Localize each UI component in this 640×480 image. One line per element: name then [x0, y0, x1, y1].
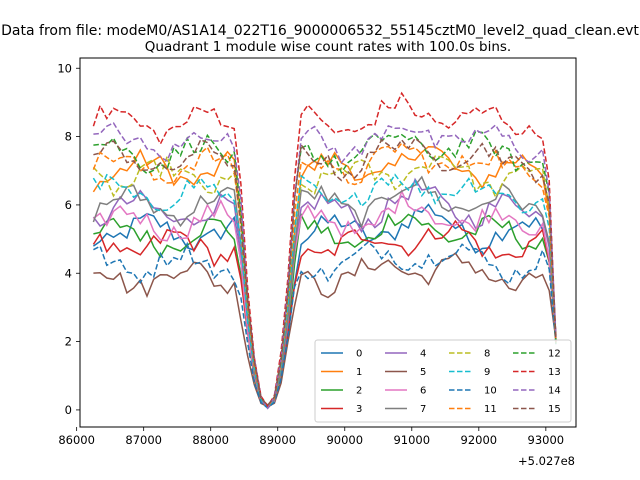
plot-frame	[79, 57, 577, 428]
x-tick-label: 88000	[192, 433, 229, 447]
x-tick-label: 86000	[58, 433, 95, 447]
chart-title: Quadrant 1 module wise count rates with …	[145, 39, 511, 55]
x-axis: 86000 87000 88000 89000 90000 91000 92000 93000	[58, 427, 564, 447]
legend-label: 4	[420, 349, 426, 360]
series-line	[92, 173, 557, 410]
legend-label: 11	[484, 404, 497, 415]
series-line	[93, 122, 557, 410]
x-tick-label: 91000	[393, 433, 430, 447]
series-line	[92, 219, 557, 409]
y-tick-label: 4	[65, 266, 72, 280]
x-tick-label: 93000	[528, 433, 565, 447]
y-tick-label: 0	[65, 403, 72, 417]
legend-label: 14	[548, 386, 561, 397]
legend-label: 1	[356, 367, 362, 378]
series-line	[92, 141, 557, 408]
legend-label: 10	[484, 386, 497, 397]
y-tick-label: 6	[65, 198, 72, 212]
x-tick-label: 90000	[326, 433, 363, 447]
legend-label: 7	[420, 404, 426, 415]
x-tick-label: 92000	[461, 433, 498, 447]
legend-label: 15	[548, 404, 561, 415]
series-line	[92, 91, 557, 408]
legend-label: 2	[356, 386, 362, 397]
x-offset-label: +5.027e8	[518, 454, 575, 468]
x-tick-label: 89000	[259, 433, 296, 447]
legend-label: 8	[484, 349, 490, 360]
legend-box	[314, 339, 572, 423]
legend-label: 5	[420, 367, 426, 378]
legend-label: 3	[356, 404, 362, 415]
y-tick-label: 2	[65, 335, 72, 349]
series-layer	[92, 91, 557, 410]
legend-label: 12	[548, 349, 561, 360]
chart-suptitle: Data from file: modeM0/AS1A14_022T16_900…	[1, 23, 639, 39]
series-line	[93, 241, 557, 410]
series-line	[92, 189, 557, 407]
y-axis: 0 2 4 6 8 10	[57, 61, 80, 417]
legend-label: 0	[356, 349, 362, 360]
x-tick-label: 87000	[125, 433, 162, 447]
series-line	[93, 252, 557, 408]
y-tick-label: 8	[65, 130, 72, 144]
series-line	[92, 154, 557, 408]
series-line	[93, 137, 557, 407]
legend-label: 9	[484, 367, 490, 378]
legend-label: 6	[420, 386, 426, 397]
legend-label: 13	[548, 367, 561, 378]
series-line	[92, 175, 557, 407]
y-tick-label: 10	[57, 61, 72, 75]
